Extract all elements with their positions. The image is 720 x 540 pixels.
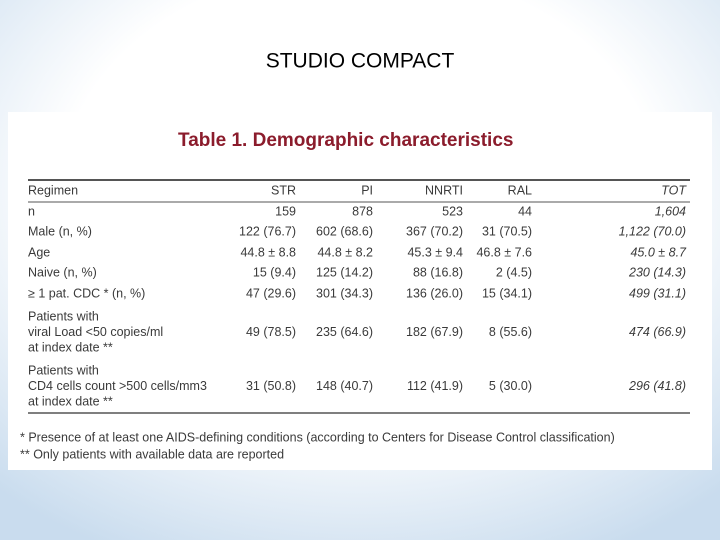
cell: 136 (26.0) bbox=[406, 286, 463, 300]
cell: 2 (4.5) bbox=[496, 265, 532, 279]
table-image bbox=[8, 112, 712, 470]
cell: 296 (41.8) bbox=[628, 379, 686, 393]
cell: 474 (66.9) bbox=[629, 325, 686, 339]
cell: 46.8 ± 7.6 bbox=[476, 245, 532, 259]
cell: 31 (50.8) bbox=[246, 379, 296, 393]
row-label: Patients with bbox=[28, 309, 99, 323]
table-caption: Table 1. Demographic characteristics bbox=[178, 130, 513, 151]
cell: 15 (34.1) bbox=[482, 286, 532, 300]
cell: 45.0 ± 8.7 bbox=[630, 245, 687, 259]
column-header: Regimen bbox=[28, 183, 78, 197]
footnote: ** Only patients with available data are… bbox=[20, 447, 284, 461]
column-header: TOT bbox=[661, 183, 687, 197]
slide-title: STUDIO COMPACT bbox=[266, 50, 455, 73]
cell: 367 (70.2) bbox=[406, 224, 463, 238]
row-label: n bbox=[28, 204, 35, 218]
row-label: CD4 cells count >500 cells/mm3 bbox=[28, 379, 207, 393]
row-label: Age bbox=[28, 245, 50, 259]
cell: 182 (67.9) bbox=[406, 325, 463, 339]
cell: 602 (68.6) bbox=[316, 224, 373, 238]
column-header: NNRTI bbox=[425, 183, 463, 197]
cell: 122 (76.7) bbox=[239, 224, 296, 238]
row-label: at index date ** bbox=[28, 341, 113, 355]
table: Regimen STR PI NNRTI RAL TOT n 159 878 523 44 1,604… bbox=[20, 183, 687, 461]
column-header: PI bbox=[361, 183, 373, 197]
cell: 112 (41.9) bbox=[407, 379, 463, 393]
cell: 15 (9.4) bbox=[253, 265, 296, 279]
cell: 230 (14.3) bbox=[628, 265, 686, 279]
row-label: viral Load <50 copies/ml bbox=[28, 325, 163, 339]
cell: 523 bbox=[442, 204, 463, 218]
row-label: at index date ** bbox=[28, 395, 113, 409]
column-header: STR bbox=[271, 183, 296, 197]
footnote: * Presence of at least one AIDS-defining… bbox=[20, 430, 615, 444]
cell: 44.8 ± 8.2 bbox=[317, 245, 373, 259]
cell: 878 bbox=[352, 204, 373, 218]
row-label: Naive (n, %) bbox=[28, 265, 97, 279]
cell: 47 (29.6) bbox=[246, 286, 296, 300]
cell: 88 (16.8) bbox=[413, 265, 463, 279]
cell: 1,604 bbox=[655, 204, 686, 218]
cell: 44.8 ± 8.8 bbox=[240, 245, 296, 259]
cell: 8 (55.6) bbox=[489, 325, 532, 339]
cell: 235 (64.6) bbox=[316, 325, 373, 339]
row-label: Patients with bbox=[28, 363, 99, 377]
cell: 1,122 (70.0) bbox=[619, 224, 686, 238]
cell: 31 (70.5) bbox=[482, 224, 532, 238]
cell: 44 bbox=[518, 204, 532, 218]
row-label: Male (n, %) bbox=[28, 224, 92, 238]
column-header: RAL bbox=[508, 183, 532, 197]
cell: 159 bbox=[275, 204, 296, 218]
cell: 148 (40.7) bbox=[316, 379, 373, 393]
cell: 301 (34.3) bbox=[316, 286, 373, 300]
cell: 49 (78.5) bbox=[246, 325, 296, 339]
row-label: ≥ 1 pat. CDC * (n, %) bbox=[28, 286, 145, 300]
cell: 499 (31.1) bbox=[629, 286, 686, 300]
cell: 125 (14.2) bbox=[316, 265, 373, 279]
cell: 45.3 ± 9.4 bbox=[407, 245, 463, 259]
cell: 5 (30.0) bbox=[489, 379, 532, 393]
